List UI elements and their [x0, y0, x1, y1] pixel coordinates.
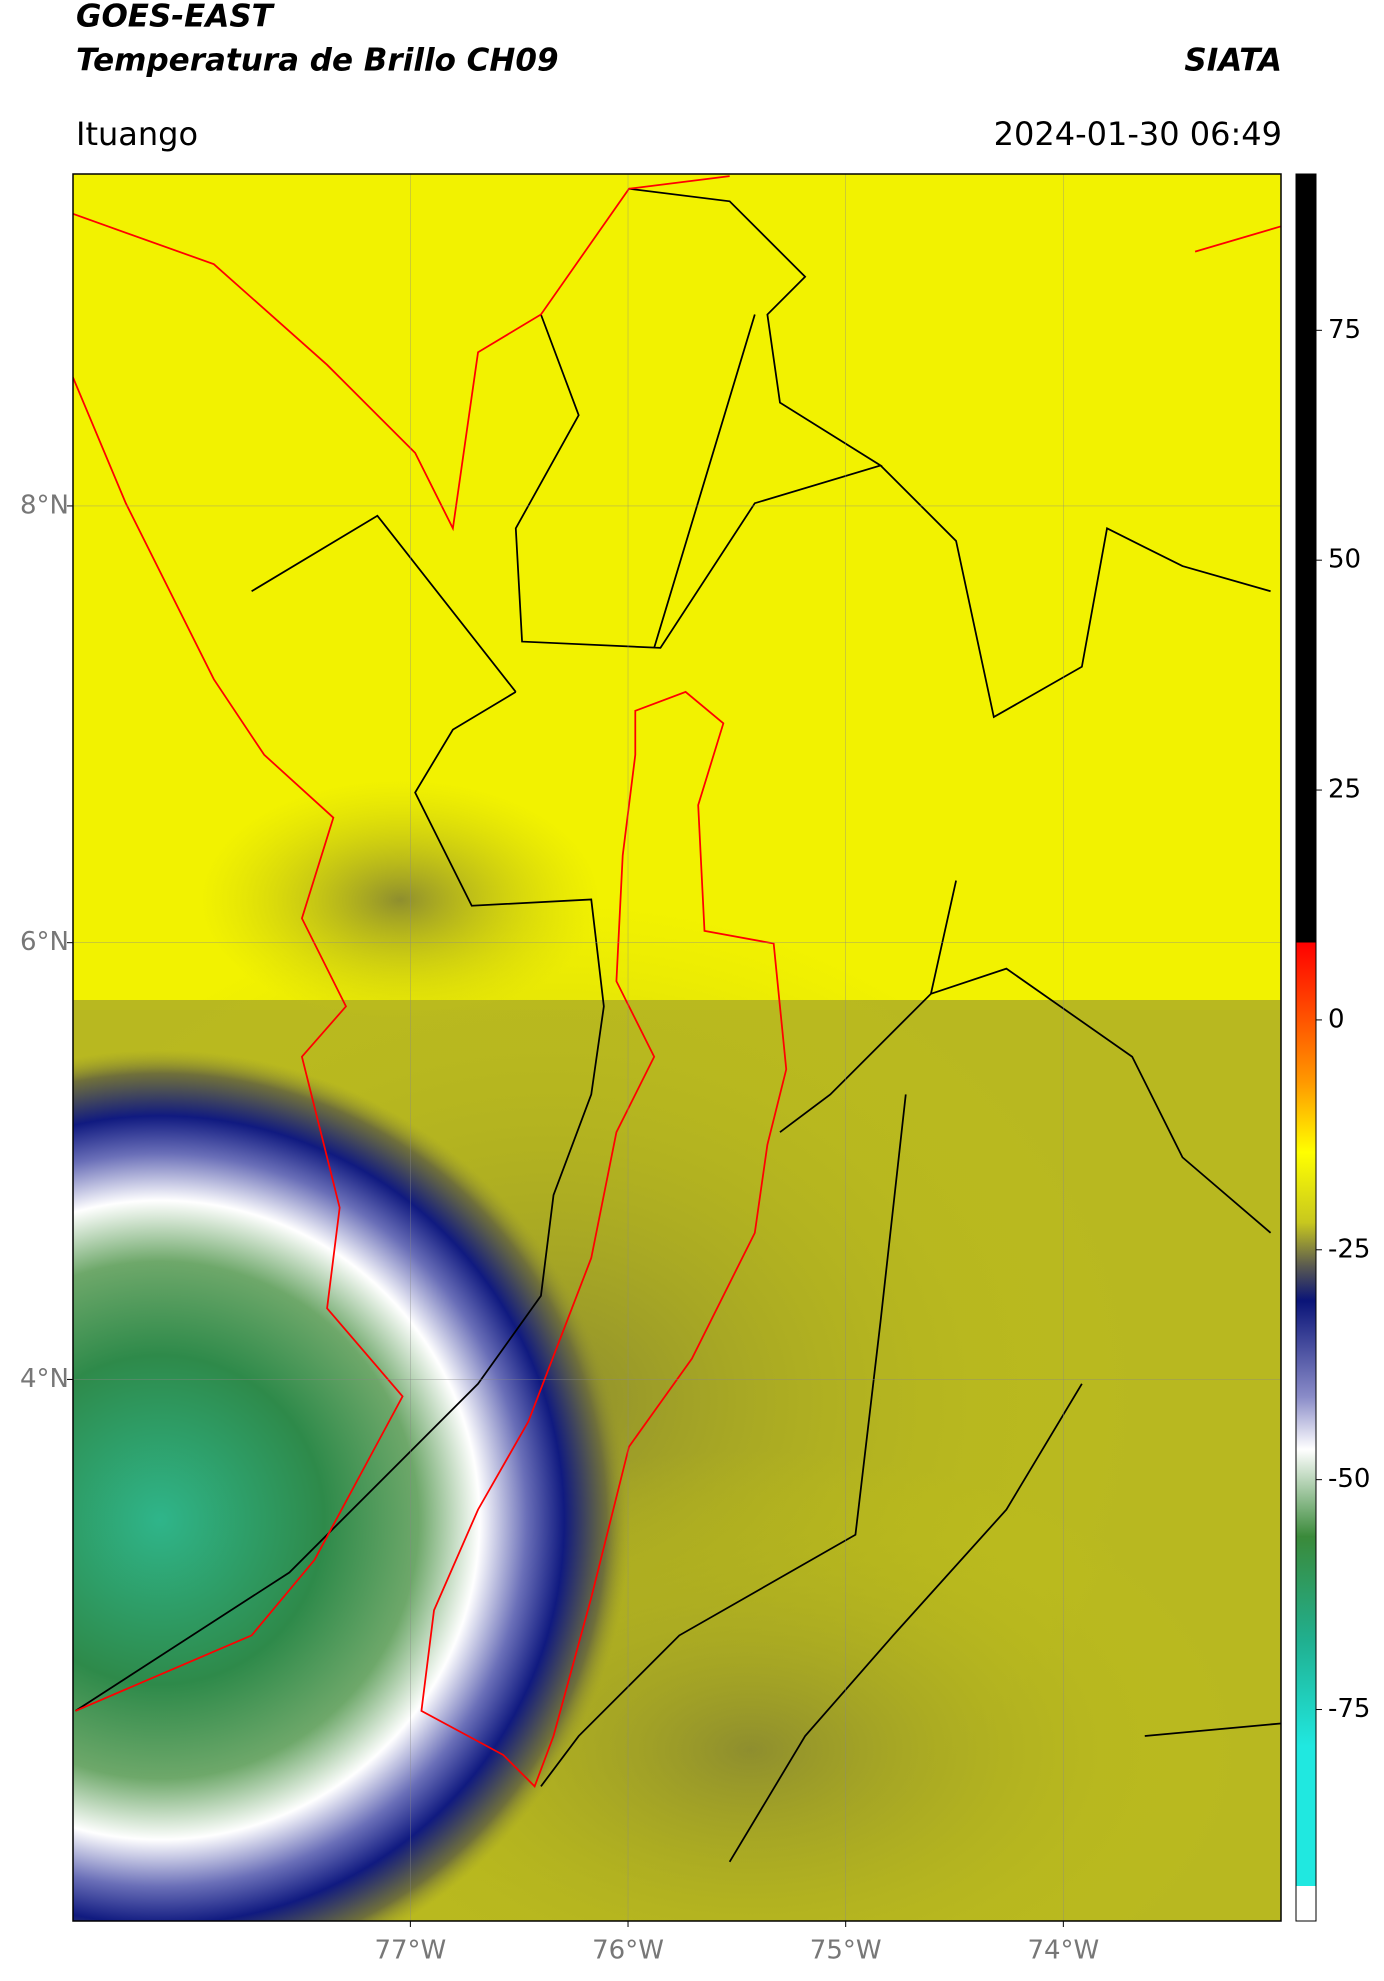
x-tick-label: 74°W	[1027, 1936, 1099, 1966]
colorbar	[1295, 173, 1317, 1922]
colorbar-tick-label: 0	[1328, 1004, 1345, 1034]
map-image	[73, 174, 1281, 1921]
y-tick-label: 6°N	[20, 927, 69, 957]
colorbar-tick-label: 25	[1328, 775, 1361, 805]
subtitle: Temperatura de Brillo CH09	[76, 43, 559, 79]
datetime: 2024-01-30 06:49	[994, 115, 1282, 153]
location: Ituango	[76, 115, 198, 153]
colorbar-tick-label: 50	[1328, 545, 1361, 575]
x-tick-label: 76°W	[592, 1936, 664, 1966]
x-tick-label: 77°W	[374, 1936, 446, 1966]
axis-layer: 77°W 76°W 75°W 74°W 4°N 6°N 8°N -75 -50 -25 0 25 50 7…	[20, 174, 1370, 1966]
colorbar-tick-label: 75	[1328, 315, 1361, 345]
x-tick-label: 75°W	[810, 1936, 882, 1966]
colorbar-tick-label: -25	[1328, 1234, 1370, 1264]
colorbar-tick-label: -50	[1328, 1464, 1370, 1494]
title: GOES-EAST	[76, 0, 276, 35]
brand: SIATA	[1184, 43, 1282, 79]
colorbar-tick-label: -75	[1328, 1694, 1370, 1724]
y-tick-label: 8°N	[20, 490, 69, 520]
y-tick-label: 4°N	[20, 1364, 69, 1394]
map-frame	[72, 173, 1282, 1922]
